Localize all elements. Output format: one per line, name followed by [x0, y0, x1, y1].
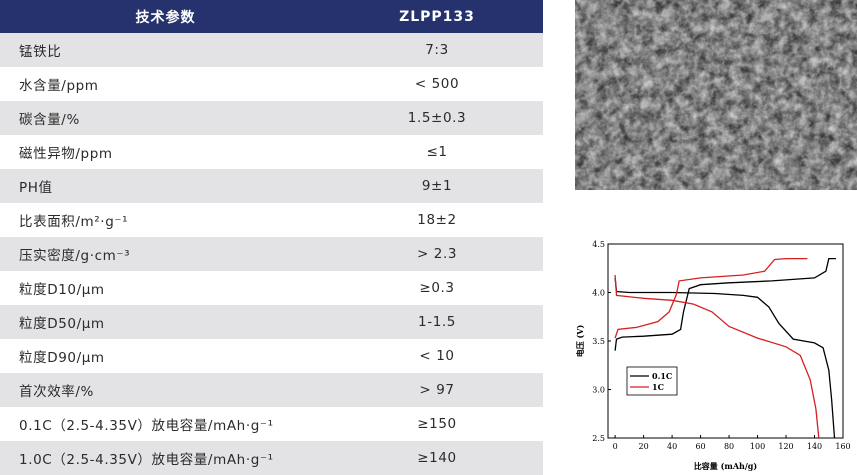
- x-tick-label: 140: [807, 442, 822, 451]
- spec-param: 粒度D50/μm: [19, 316, 105, 332]
- series-line-1C-charge: [614, 257, 808, 339]
- plot-frame: [607, 243, 844, 439]
- x-axis-label: 比容量 (mAh/g): [694, 461, 758, 471]
- x-tick-label: 0: [613, 442, 618, 451]
- spec-param: 水含量/ppm: [19, 78, 99, 94]
- series-line-01C-discharge: [614, 277, 836, 439]
- spec-value: 1-1.5: [418, 314, 456, 330]
- y-tick-label: 4.0: [592, 289, 605, 298]
- spec-param: 粒度D10/μm: [19, 282, 105, 298]
- y-tick-label: 3.0: [592, 386, 605, 395]
- spec-row: PH值 9±1: [0, 169, 543, 203]
- x-tick-label: 40: [667, 442, 677, 451]
- spec-param: 首次效率/%: [19, 384, 94, 400]
- x-tick-label: 120: [778, 442, 793, 451]
- series-line-1C-discharge: [614, 274, 820, 439]
- spec-row: 压实密度/g·cm⁻³ > 2.3: [0, 237, 543, 271]
- spec-row: 锰铁比 7:3: [0, 33, 543, 67]
- spec-value: ≥150: [417, 416, 457, 432]
- spec-value: ≥0.3: [419, 280, 455, 296]
- legend-label: 0.1C: [652, 371, 672, 381]
- spec-row: 粒度D50/μm 1-1.5: [0, 305, 543, 339]
- spec-param: 1.0C（2.5-4.35V）放电容量/mAh·g⁻¹: [19, 452, 274, 468]
- y-tick-label: 4.5: [592, 240, 605, 249]
- x-tick-label: 20: [639, 442, 649, 451]
- sem-micrograph-image: [575, 0, 857, 190]
- spec-value: 7:3: [425, 42, 449, 58]
- spec-value: ≤1: [426, 144, 448, 160]
- spec-value: < 10: [419, 348, 455, 364]
- spec-value: 1.5±0.3: [407, 110, 467, 126]
- spec-param: 比表面积/m²·g⁻¹: [19, 214, 129, 230]
- spec-table: 技术参数 ZLPP133 锰铁比 7:3 水含量/ppm < 500 碳含量/% 1.5±…: [0, 0, 543, 475]
- x-tick-label: 60: [695, 442, 705, 451]
- spec-table-body: 锰铁比 7:3 水含量/ppm < 500 碳含量/% 1.5±0.3 磁性异物/ppm ≤1…: [0, 33, 543, 475]
- spec-row: 粒度D10/μm ≥0.3: [0, 271, 543, 305]
- spec-value: < 500: [414, 76, 460, 92]
- spec-param: PH值: [19, 180, 53, 196]
- legend-label: 1C: [652, 382, 664, 392]
- spec-row: 首次效率/% > 97: [0, 373, 543, 407]
- x-tick-label: 100: [750, 442, 765, 451]
- spec-row: 磁性异物/ppm ≤1: [0, 135, 543, 169]
- y-tick-label: 3.5: [592, 337, 605, 346]
- spec-param: 0.1C（2.5-4.35V）放电容量/mAh·g⁻¹: [19, 418, 274, 434]
- spec-row: 比表面积/m²·g⁻¹ 18±2: [0, 203, 543, 237]
- spec-param: 压实密度/g·cm⁻³: [19, 248, 131, 264]
- legend-box: [626, 366, 678, 396]
- header-value: ZLPP133: [399, 8, 475, 25]
- y-axis-label: 电压 (V): [575, 325, 585, 358]
- spec-param: 锰铁比: [19, 44, 62, 60]
- spec-value: ≥140: [417, 450, 457, 466]
- x-tick-label: 80: [724, 442, 734, 451]
- charge-discharge-chart: 0 20 40 60 80 100 120 140 160 2.5 3.0 3.5 4.0 4.5 比容量 …: [575, 240, 851, 471]
- spec-row: 1.0C（2.5-4.35V）放电容量/mAh·g⁻¹ ≥140: [0, 441, 543, 475]
- spec-param: 磁性异物/ppm: [19, 146, 113, 162]
- header-param: 技术参数: [135, 9, 196, 26]
- series-line-01C-charge: [614, 257, 836, 351]
- spec-row: 碳含量/% 1.5±0.3: [0, 101, 543, 135]
- spec-table-header: 技术参数 ZLPP133: [0, 0, 543, 33]
- x-tick-label: 160: [835, 442, 850, 451]
- spec-row: 水含量/ppm < 500: [0, 67, 543, 101]
- spec-value: > 97: [419, 382, 455, 398]
- y-tick-label: 2.5: [592, 434, 605, 443]
- spec-param: 粒度D90/μm: [19, 350, 105, 366]
- spec-row: 粒度D90/μm < 10: [0, 339, 543, 373]
- spec-value: 18±2: [417, 212, 457, 228]
- spec-value: > 2.3: [416, 246, 458, 262]
- spec-param: 碳含量/%: [19, 112, 80, 128]
- spec-value: 9±1: [421, 178, 453, 194]
- sem-texture: [575, 0, 857, 190]
- spec-row: 0.1C（2.5-4.35V）放电容量/mAh·g⁻¹ ≥150: [0, 407, 543, 441]
